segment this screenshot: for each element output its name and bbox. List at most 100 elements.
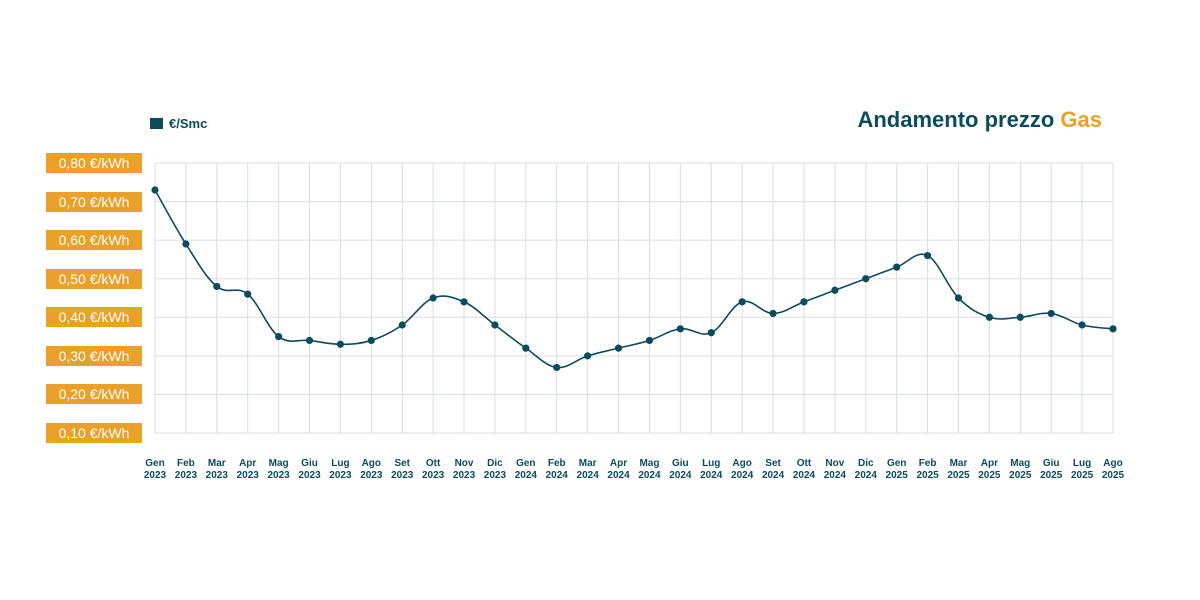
x-tick-month: Gen xyxy=(886,458,907,469)
x-tick-label: Apr 2024 xyxy=(594,458,644,482)
x-tick-month: Nov xyxy=(825,458,845,469)
x-tick-month: Gen xyxy=(145,458,165,469)
x-tick-year: 2025 xyxy=(916,470,939,481)
data-point xyxy=(182,240,190,248)
legend-swatch xyxy=(150,118,163,129)
x-tick-label: Lug 2025 xyxy=(1057,458,1107,482)
data-point xyxy=(614,344,623,352)
x-tick-month: Ott xyxy=(425,458,441,469)
y-tick-label: 0,50 €/kWh xyxy=(46,268,142,289)
legend: €/Smc xyxy=(150,116,207,131)
x-tick-label: Nov 2024 xyxy=(810,458,860,482)
data-point xyxy=(213,282,221,291)
y-tick-label: 0,40 €/kWh xyxy=(46,307,142,328)
x-tick-label: Set 2024 xyxy=(748,458,798,482)
x-tick-label: Gen 2023 xyxy=(130,458,180,482)
x-tick-year: 2023 xyxy=(174,470,198,481)
legend-label: €/Smc xyxy=(169,116,208,131)
x-tick-label: Mag 2024 xyxy=(624,458,674,482)
x-tick-year: 2023 xyxy=(329,470,352,481)
x-tick-year: 2025 xyxy=(885,470,908,481)
x-tick-month: Lug xyxy=(331,458,350,469)
x-tick-label: Mar 2023 xyxy=(192,458,242,482)
data-point xyxy=(707,329,715,337)
x-tick-year: 2025 xyxy=(1009,470,1032,481)
x-tick-month: Feb xyxy=(918,458,937,469)
data-point xyxy=(769,309,777,318)
y-tick-label: 0,10 €/kWh xyxy=(46,423,142,443)
x-tick-year: 2024 xyxy=(700,470,723,481)
x-tick-label: Lug 2023 xyxy=(315,458,365,482)
x-tick-year: 2023 xyxy=(236,470,259,481)
x-tick-month: Lug xyxy=(702,458,721,469)
x-tick-year: 2024 xyxy=(607,470,630,481)
data-point xyxy=(954,294,963,302)
x-tick-year: 2024 xyxy=(854,470,877,481)
data-point xyxy=(985,313,993,321)
data-point xyxy=(244,290,252,298)
x-tick-year: 2024 xyxy=(514,470,537,481)
x-tick-year: 2023 xyxy=(143,470,167,481)
x-tick-month: Set xyxy=(765,458,781,469)
x-tick-month: Dic xyxy=(487,458,503,469)
y-tick-label: 0,30 €/kWh xyxy=(46,345,142,366)
x-tick-year: 2023 xyxy=(205,470,228,481)
x-tick-label: Feb 2025 xyxy=(903,458,953,482)
x-tick-label: Dic 2024 xyxy=(841,458,891,482)
data-point xyxy=(367,336,375,345)
chart-grid xyxy=(154,162,1114,434)
x-tick-year: 2023 xyxy=(298,470,321,481)
data-point xyxy=(1016,313,1024,321)
data-point xyxy=(800,298,808,306)
x-tick-label: Giu 2024 xyxy=(655,458,705,482)
data-point xyxy=(923,251,932,260)
data-point xyxy=(305,336,314,345)
x-tick-label: Gen 2024 xyxy=(501,458,551,482)
x-tick-label: Giu 2023 xyxy=(285,458,335,482)
x-tick-year: 2023 xyxy=(391,470,414,481)
y-tick-label: 0,60 €/kWh xyxy=(46,230,142,251)
x-tick-label: Apr 2025 xyxy=(964,458,1014,482)
x-tick-label: Feb 2024 xyxy=(532,458,582,482)
x-tick-label: Mag 2023 xyxy=(254,458,304,482)
x-tick-month: Apr xyxy=(239,458,257,469)
data-point xyxy=(1109,325,1117,333)
x-tick-year: 2024 xyxy=(731,470,754,481)
chart-title-accent: Gas xyxy=(1060,107,1102,132)
data-point xyxy=(522,344,530,352)
x-tick-month: Mag xyxy=(1010,458,1031,469)
data-point xyxy=(831,286,839,294)
x-tick-year: 2024 xyxy=(545,470,568,481)
x-tick-label: Ago 2025 xyxy=(1088,458,1138,482)
data-point xyxy=(1078,321,1086,329)
data-point xyxy=(336,340,345,348)
x-tick-label: Feb 2023 xyxy=(161,458,211,482)
data-point xyxy=(275,332,283,341)
x-tick-label: Ott 2024 xyxy=(779,458,829,482)
data-point xyxy=(491,321,499,329)
x-tick-month: Mag xyxy=(268,458,289,469)
x-tick-month: Ago xyxy=(361,458,382,469)
x-tick-label: Giu 2025 xyxy=(1026,458,1076,482)
x-tick-month: Mag xyxy=(639,458,660,469)
series-points xyxy=(151,186,1117,372)
x-tick-year: 2023 xyxy=(267,470,290,481)
x-tick-year: 2024 xyxy=(576,470,599,481)
x-tick-year: 2025 xyxy=(1040,470,1063,481)
x-tick-month: Set xyxy=(394,458,410,469)
y-tick-label: 0,70 €/kWh xyxy=(46,191,142,212)
x-tick-year: 2024 xyxy=(669,470,692,481)
x-tick-year: 2025 xyxy=(978,470,1001,481)
x-tick-label: Ago 2023 xyxy=(346,458,396,482)
x-tick-month: Dic xyxy=(857,458,874,469)
x-tick-month: Giu xyxy=(1042,458,1060,469)
x-tick-month: Mar xyxy=(207,458,226,469)
x-tick-label: Dic 2023 xyxy=(470,458,520,482)
x-tick-month: Ago xyxy=(732,458,752,469)
x-tick-year: 2023 xyxy=(360,470,383,481)
x-tick-month: Nov xyxy=(454,458,474,469)
x-tick-label: Nov 2023 xyxy=(439,458,489,482)
x-tick-label: Gen 2025 xyxy=(872,458,922,482)
data-point xyxy=(645,336,654,345)
data-point xyxy=(738,298,746,306)
